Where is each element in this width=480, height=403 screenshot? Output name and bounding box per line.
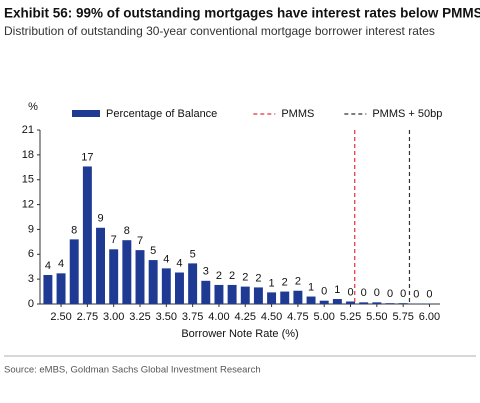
y-tick-label: 12 (22, 198, 34, 210)
data-label: 0 (426, 288, 432, 300)
x-tick-label: 4.25 (235, 311, 256, 323)
bar (188, 263, 198, 304)
y-tick-label: 3 (28, 273, 34, 285)
chart-title: Exhibit 56: 99% of outstanding mortgages… (4, 6, 480, 21)
bar (253, 287, 263, 304)
source: Source: eMBS, Goldman Sachs Global Inves… (4, 365, 261, 376)
legend-label: Percentage of Balance (106, 108, 217, 120)
data-label: 0 (361, 287, 367, 299)
legend-label: PMMS + 50bp (372, 108, 442, 120)
bar (69, 239, 79, 304)
x-tick-label: 5.00 (313, 311, 334, 323)
x-tick-label: 5.75 (392, 311, 413, 323)
x-tick-label: 2.50 (50, 311, 71, 323)
data-label: 0 (374, 287, 380, 299)
bar (293, 290, 303, 304)
bar (332, 299, 342, 304)
x-tick-label: 2.75 (77, 311, 98, 323)
data-label: 0 (321, 286, 327, 298)
bar (56, 273, 66, 304)
y-tick-label: 21 (22, 124, 34, 136)
data-label: 8 (124, 225, 130, 237)
bar (135, 250, 145, 304)
data-label: 2 (216, 270, 222, 282)
data-label: 0 (347, 286, 353, 298)
x-tick-label: 3.50 (156, 311, 177, 323)
x-tick-label: 5.50 (366, 311, 387, 323)
bar (280, 291, 290, 304)
y-tick-label: 15 (22, 174, 34, 186)
bar (122, 240, 132, 304)
chart-subtitle: Distribution of outstanding 30-year conv… (4, 24, 435, 38)
x-tick-label: 5.25 (340, 311, 361, 323)
bar (240, 286, 250, 304)
y-tick-label: 9 (28, 223, 34, 235)
bar (214, 284, 224, 304)
data-label: 2 (282, 276, 288, 288)
data-label: 7 (137, 235, 143, 247)
bar (96, 227, 105, 304)
x-axis-label: Borrower Note Rate (%) (181, 328, 298, 340)
data-label: 0 (400, 288, 406, 300)
bar (306, 296, 316, 304)
data-label: 5 (190, 248, 196, 260)
bar (43, 275, 53, 304)
data-label: 8 (71, 224, 77, 236)
y-tick-label: 0 (28, 298, 34, 310)
bar (201, 280, 211, 304)
data-label: 0 (413, 288, 419, 300)
data-label: 4 (176, 257, 182, 269)
data-label: 17 (81, 151, 93, 163)
x-tick-label: 3.25 (129, 311, 150, 323)
data-label: 4 (163, 253, 169, 265)
bar (227, 284, 237, 304)
data-label: 2 (242, 272, 248, 284)
legend-label: PMMS (281, 108, 314, 120)
data-label: 2 (295, 276, 301, 288)
bar (398, 303, 408, 304)
data-label: 7 (111, 234, 117, 246)
x-tick-label: 4.75 (287, 311, 308, 323)
bar (148, 260, 158, 304)
bar (175, 272, 184, 304)
y-tick-label: 18 (22, 149, 34, 161)
data-label: 5 (150, 245, 156, 257)
y-tick-label: 6 (28, 248, 34, 260)
x-tick-label: 4.50 (261, 311, 282, 323)
data-label: 0 (387, 288, 393, 300)
x-tick-label: 6.00 (419, 311, 440, 323)
data-label: 4 (45, 260, 51, 272)
x-tick-label: 4.00 (208, 311, 229, 323)
legend-swatch (72, 110, 100, 117)
bar (109, 249, 119, 304)
bar (385, 303, 395, 304)
x-tick-label: 3.00 (103, 311, 124, 323)
bar (346, 301, 355, 304)
data-label: 1 (269, 277, 275, 289)
bar (267, 292, 277, 304)
bar (319, 300, 329, 304)
bar (372, 302, 382, 304)
data-label: 4 (58, 258, 64, 270)
data-label: 1 (308, 281, 314, 293)
data-label: 1 (334, 284, 340, 296)
data-label: 3 (203, 266, 209, 278)
bar (161, 268, 171, 304)
bar (359, 302, 369, 304)
y-axis-label: % (28, 101, 38, 113)
x-tick-label: 3.75 (182, 311, 203, 323)
data-label: 2 (255, 272, 261, 284)
bar (82, 166, 92, 304)
data-label: 2 (229, 270, 235, 282)
data-label: 9 (97, 213, 103, 225)
